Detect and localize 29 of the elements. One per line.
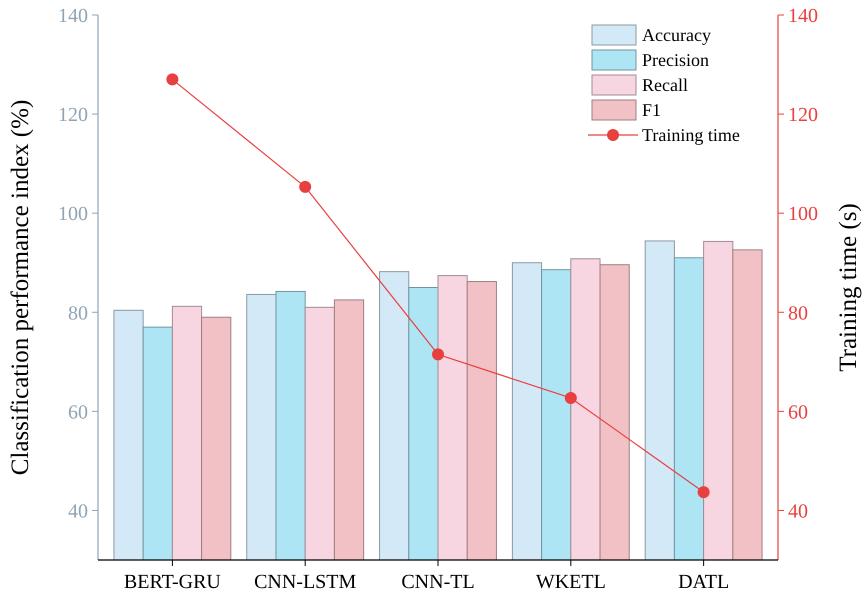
legend-label: Precision (642, 50, 709, 70)
y-axis-title: Classification performance index (%) (7, 100, 34, 476)
y-tick-label: 80 (68, 302, 88, 324)
y-tick-label: 120 (58, 104, 88, 126)
y-tick-label: 100 (58, 203, 88, 226)
x-tick-label: DATL (678, 571, 730, 593)
y2-tick-label: 140 (788, 5, 818, 27)
point (432, 348, 444, 360)
point (698, 486, 710, 498)
y2-tick-label: 80 (788, 302, 808, 324)
legend-label: F1 (642, 100, 662, 120)
y-tick-label: 40 (68, 500, 88, 522)
y2-tick-label: 60 (788, 401, 808, 424)
x-tick-label: CNN-LSTM (254, 571, 357, 593)
x-tick-label: WKETL (536, 571, 606, 593)
y2-axis-title: Training time (s) (835, 203, 862, 372)
y-tick-label: 60 (68, 401, 88, 424)
point (166, 73, 178, 86)
y2-tick-label: 40 (788, 500, 808, 522)
y2-tick-label: 100 (788, 203, 818, 226)
point (299, 180, 312, 193)
legend-label: Training time (642, 125, 740, 145)
x-tick-label: BERT-GRU (124, 571, 222, 593)
y-tick-label: 140 (58, 5, 88, 27)
y2-tick-label: 120 (788, 104, 818, 126)
x-tick-label: CNN-TL (401, 571, 475, 593)
legend-label: Accuracy (642, 25, 711, 45)
point (564, 392, 577, 404)
legend-label: Recall (642, 75, 688, 95)
